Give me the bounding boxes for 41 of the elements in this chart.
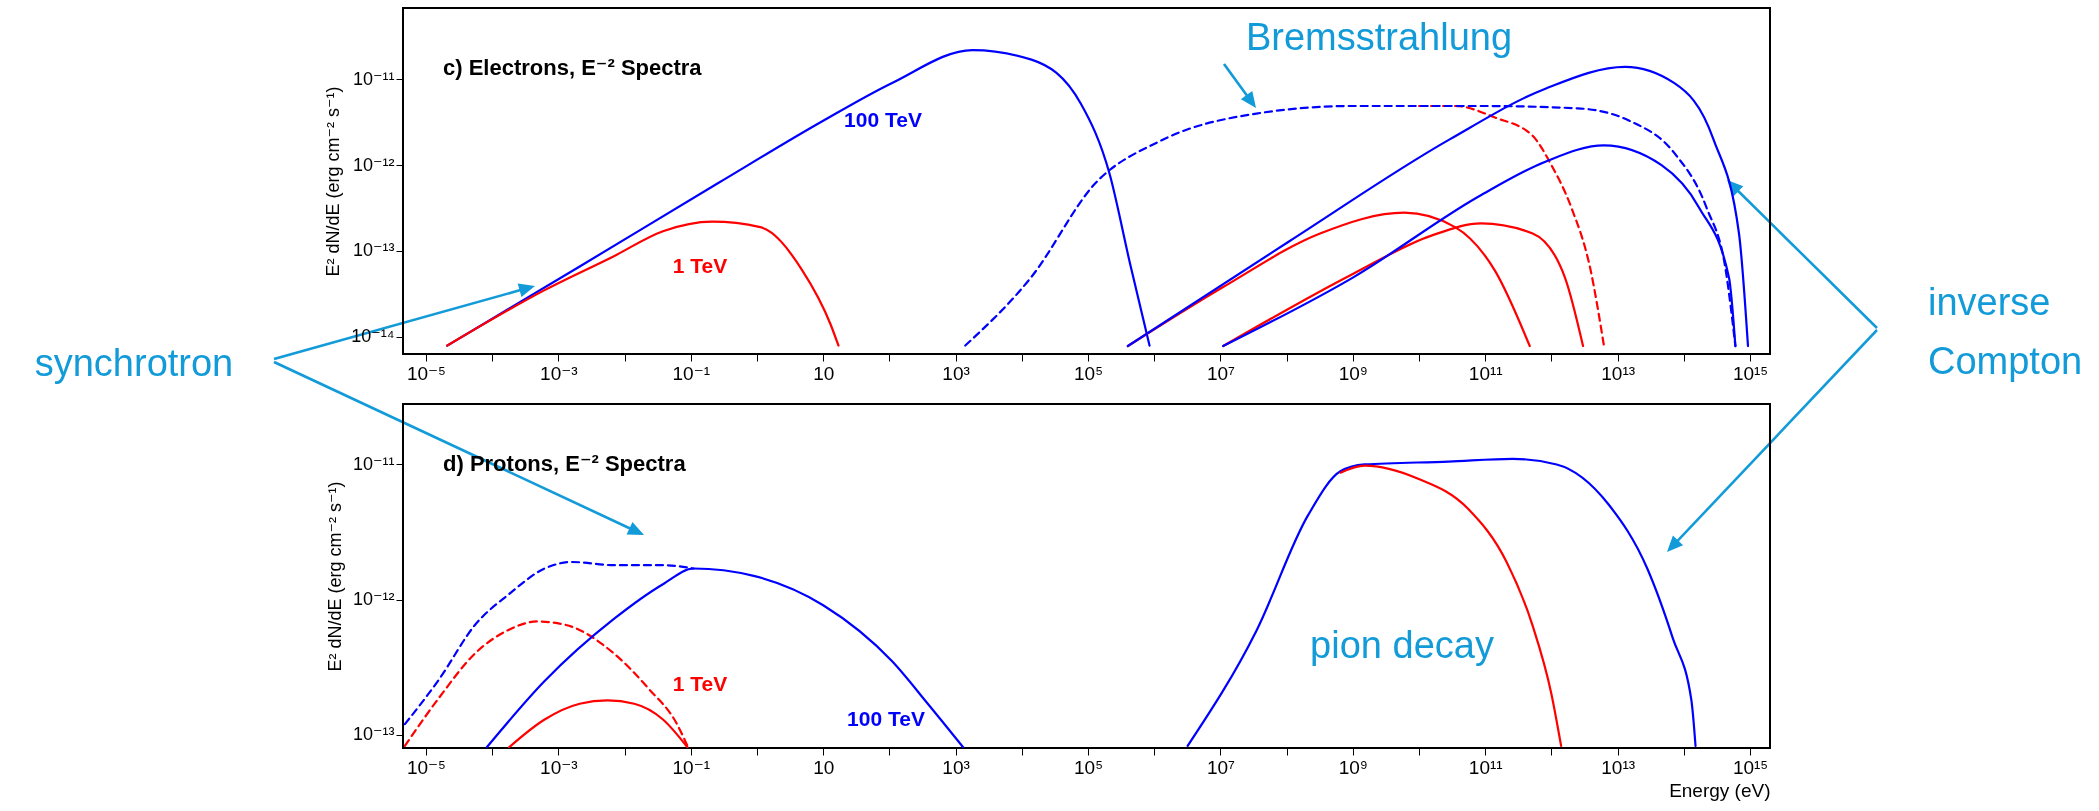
x-tick-label: 10³	[942, 756, 970, 778]
x-tick-label: 10⁹	[1338, 362, 1368, 384]
x-tick-label: 10³	[942, 362, 970, 384]
series-label: 1 TeV	[672, 672, 728, 695]
series-label: 1 TeV	[672, 254, 728, 277]
x-tick-label: 10⁹	[1338, 756, 1368, 778]
y-tick-label: 10⁻¹¹	[352, 68, 395, 89]
x-tick-label: 10⁷	[1206, 362, 1236, 384]
x-tick-label: 10⁵	[1074, 362, 1104, 384]
x-tick-label: 10	[813, 756, 835, 778]
y-axis-title: E² dN/dE (erg cm⁻² s⁻¹)	[323, 86, 344, 277]
x-tick-label: 10¹⁵	[1732, 362, 1769, 384]
x-tick-label: 10⁻³	[540, 756, 578, 778]
text: synchrotron	[34, 342, 234, 385]
y-axis-title: E² dN/dE (erg cm⁻² s⁻¹)	[324, 481, 345, 672]
y-tick-label: 10⁻¹²	[352, 154, 395, 175]
y-tick-label: 10⁻¹¹	[352, 453, 395, 474]
x-tick-label: 10⁷	[1206, 756, 1236, 778]
x-tick-label: 10⁻¹	[672, 362, 711, 384]
y-tick-label: 10⁻¹²	[352, 589, 395, 610]
annotation: pion decay	[1310, 624, 1494, 667]
text: c) Electrons, E⁻² Spectra	[443, 55, 703, 80]
x-axis-title: Energy (eV)	[1669, 779, 1771, 801]
series-label: 100 TeV	[844, 108, 922, 131]
annotation: Bremsstrahlung	[1245, 16, 1513, 59]
x-tick-label: 10¹⁵	[1732, 756, 1769, 778]
x-tick-label: 10¹³	[1601, 362, 1636, 384]
x-tick-label: 10¹³	[1601, 756, 1636, 778]
x-tick-label: 10⁻⁵	[406, 756, 446, 778]
x-tick-label: 10⁻¹	[672, 756, 711, 778]
y-tick-label: 10⁻¹³	[352, 724, 395, 745]
y-tick-label: 10⁻¹³	[352, 240, 395, 261]
series-label: 100 TeV	[847, 707, 925, 730]
x-tick-label: 10⁻³	[540, 362, 578, 384]
text: inverse Compton	[1928, 281, 2083, 383]
y-tick-label: 10⁻¹⁴	[351, 326, 395, 347]
x-tick-label: 10¹¹	[1468, 756, 1503, 778]
x-tick-label: 10⁵	[1074, 756, 1104, 778]
x-tick-label: 10⁻⁵	[406, 362, 446, 384]
x-tick-label: 10	[813, 362, 835, 384]
x-tick-label: 10¹¹	[1468, 362, 1503, 384]
